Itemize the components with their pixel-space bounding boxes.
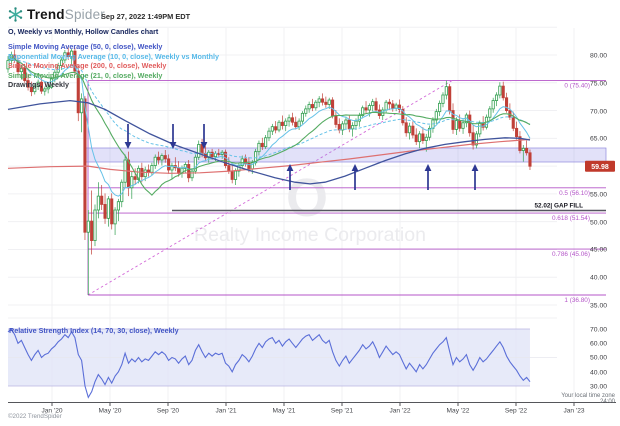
rsi-axis-label: 40.00 — [590, 369, 607, 376]
price-axis-label: 75.00 — [590, 80, 607, 87]
legend-sma200[interactable]: Simple Moving Average (200, 0, close), W… — [8, 61, 167, 70]
x-axis-label: Jan '21 — [215, 408, 236, 415]
down-arrow-head — [169, 142, 177, 149]
fib-level-label: 0.618 (51.54) — [552, 215, 590, 222]
x-axis-label: Sep '20 — [157, 408, 179, 415]
x-axis-label: May '21 — [273, 408, 296, 415]
app-header: TrendSpider — [8, 7, 105, 22]
price-axis-label: 80.00 — [590, 52, 607, 59]
rsi-axis-label: 50.00 — [590, 354, 607, 361]
fib-level-label: 0.5 (56.10) — [559, 190, 590, 197]
rsi-panel — [7, 328, 557, 399]
x-axis-label: Jan '22 — [389, 408, 410, 415]
fib-level-label: 0.786 (45.06) — [552, 251, 590, 258]
chart-datetime: Sep 27, 2022 1:49PM EDT — [101, 12, 191, 21]
legend-sma50[interactable]: Simple Moving Average (50, 0, close), We… — [8, 42, 163, 51]
legend-sma21[interactable]: Simple Moving Average (21, 0, close), We… — [8, 70, 163, 80]
rsi-indicator-label[interactable]: Relative Strength Index (14, 70, 30, clo… — [9, 326, 179, 335]
drawings-layer: 0 (75.40) 0.5 (56.10) 0.618 (51.54) 0.786 (… — [87, 80, 606, 304]
up-arrow-head — [471, 164, 479, 171]
up-arrow-head — [424, 164, 432, 171]
ema10-monthly-line — [7, 59, 531, 159]
legend-ema10[interactable]: Exponential Moving Average (10, 0, close… — [8, 51, 220, 61]
x-axis-label: Sep '21 — [331, 408, 353, 415]
arrows-layer — [124, 124, 479, 190]
timezone-note[interactable]: Your local time zone — [561, 392, 615, 399]
candles-layer — [6, 46, 532, 295]
trendspider-logo-icon — [8, 7, 23, 22]
chart-title-legend[interactable]: O, Weekly vs Monthly, Hollow Candles cha… — [8, 27, 159, 36]
price-axis: 80.00 75.00 70.00 65.00 55.00 50.00 45.00 40.00… — [590, 52, 607, 390]
svg-text:59.98: 59.98 — [591, 164, 609, 171]
ema10-weekly-line — [7, 58, 531, 197]
fib-level-label: 1 (36.80) — [564, 297, 590, 304]
price-axis-label: 70.00 — [590, 108, 607, 115]
price-axis-label: 45.00 — [590, 246, 607, 253]
x-axis: Jan '20 May '20 Sep '20 Jan '21 May '21 Sep '… — [8, 402, 616, 415]
rsi-axis-label: 60.00 — [590, 340, 607, 347]
sma50-line — [7, 99, 531, 185]
down-arrow-head — [200, 142, 208, 149]
up-arrow-head — [351, 164, 359, 171]
price-axis-label: 55.00 — [590, 191, 607, 198]
price-axis-label: 65.00 — [590, 135, 607, 142]
x-axis-label: Jan '20 — [41, 408, 62, 415]
x-axis-label: Jan '23 — [563, 408, 584, 415]
rsi-line — [7, 328, 531, 399]
gap-fill-label: 52.02| GAP FILL — [534, 202, 583, 209]
rsi-axis-label: 70.00 — [590, 326, 607, 333]
watermark-company: Realty Income Corporation — [194, 224, 426, 246]
copyright-note: ©2022 TrendSpider — [8, 413, 62, 420]
price-axis-label: 50.00 — [590, 219, 607, 226]
brand-spider: Spider — [64, 7, 105, 22]
down-arrow-head — [124, 142, 132, 149]
trend-diagonal-line — [87, 80, 453, 296]
x-axis-label: May '22 — [447, 408, 470, 415]
sma200-line — [7, 138, 531, 174]
price-axis-label: 35.00 — [590, 302, 607, 309]
price-axis-label: 40.00 — [590, 274, 607, 281]
grid-layer — [8, 26, 575, 402]
brand-text: TrendSpider — [27, 7, 105, 22]
last-price-badge: 59.98 — [585, 160, 615, 172]
watermark-symbol: O — [286, 168, 328, 228]
rsi-axis-label: 30.00 — [590, 383, 607, 390]
up-arrow-head — [286, 164, 294, 171]
brand-trend: Trend — [27, 7, 65, 22]
sma21-line — [7, 57, 531, 196]
time-tick-label: 24:00 — [599, 398, 615, 405]
x-axis-label: May '20 — [99, 408, 122, 415]
legend-drawings[interactable]: Drawings, Weekly — [8, 80, 69, 89]
x-axis-label: Sep '22 — [505, 408, 527, 415]
fib-level-label: 0 (75.40) — [564, 83, 590, 90]
